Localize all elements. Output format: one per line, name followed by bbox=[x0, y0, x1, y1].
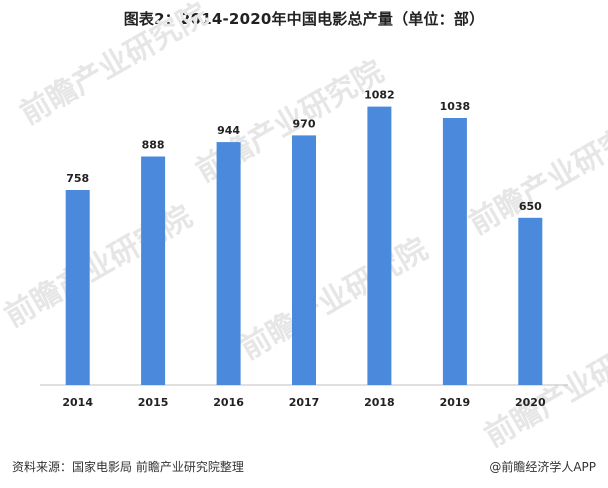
x-tick-label-2016: 2016 bbox=[213, 396, 244, 409]
data-label-2017: 970 bbox=[293, 117, 316, 130]
data-label-2015: 888 bbox=[142, 139, 165, 152]
chart-title: 图表2：2014-2020年中国电影总产量（单位：部） bbox=[123, 10, 485, 28]
x-tick-label-2015: 2015 bbox=[138, 396, 169, 409]
bar-2018 bbox=[367, 106, 392, 385]
x-tick-label-2020: 2020 bbox=[515, 396, 546, 409]
bar-2015 bbox=[141, 156, 166, 385]
data-label-2018: 1082 bbox=[364, 89, 395, 102]
bar-2016 bbox=[216, 142, 241, 385]
x-tick-label-2019: 2019 bbox=[440, 396, 471, 409]
data-label-2014: 758 bbox=[66, 172, 89, 185]
credit-note: @前瞻经济学人APP bbox=[489, 460, 596, 474]
x-tick-label-2017: 2017 bbox=[289, 396, 320, 409]
bar-2020 bbox=[518, 217, 543, 385]
x-tick-label-2018: 2018 bbox=[364, 396, 395, 409]
source-note: 资料来源：国家电影局 前瞻产业研究院整理 bbox=[12, 460, 244, 474]
data-label-2019: 1038 bbox=[440, 100, 471, 113]
bar-2019 bbox=[442, 118, 467, 385]
data-label-2020: 650 bbox=[519, 200, 542, 213]
data-label-2016: 944 bbox=[217, 124, 240, 137]
bar-2017 bbox=[292, 135, 316, 385]
bar-2014 bbox=[65, 190, 90, 385]
x-tick-label-2014: 2014 bbox=[62, 396, 93, 409]
